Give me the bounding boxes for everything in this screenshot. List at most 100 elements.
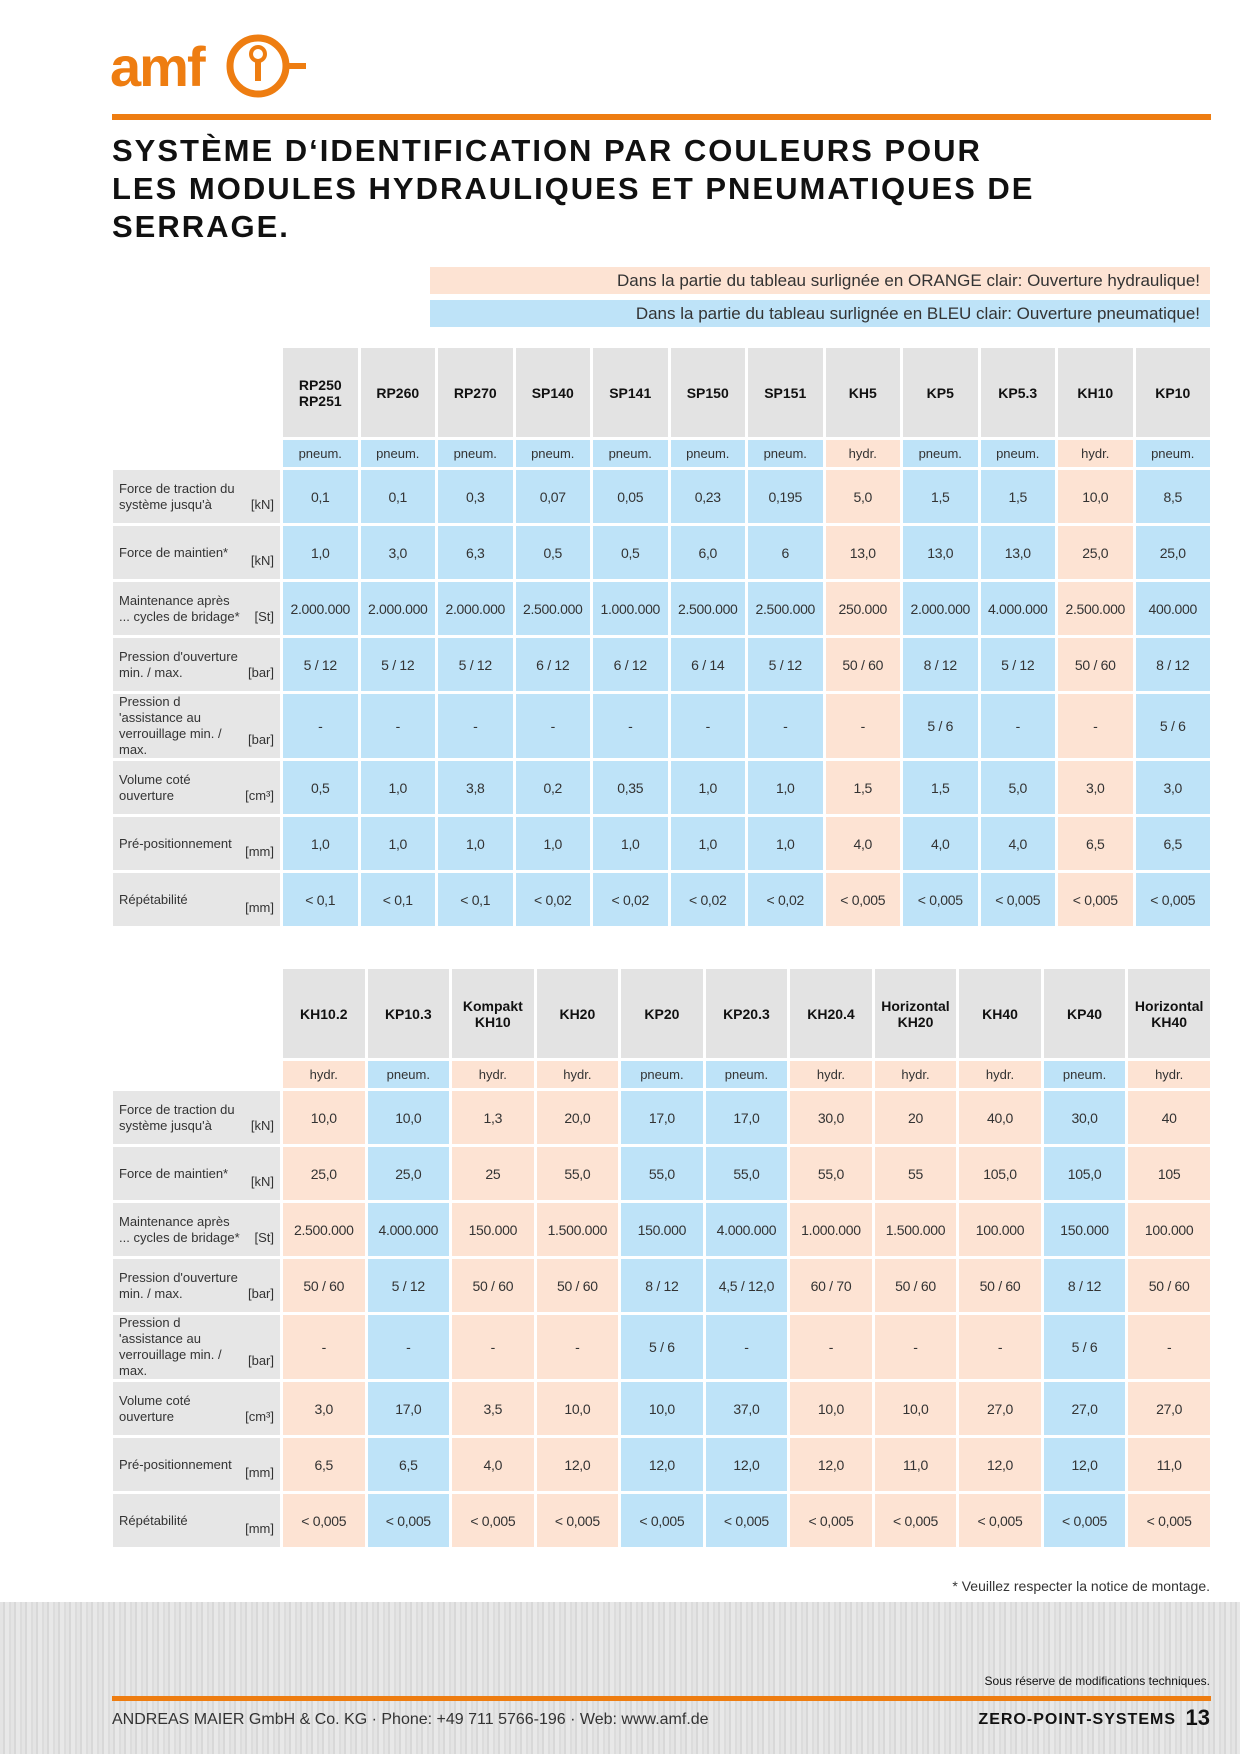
cell: 6,5: [367, 1438, 450, 1491]
cell: 8 / 12: [903, 638, 978, 691]
row-label: Force de traction du système jusqu'à [kN]: [113, 470, 280, 523]
column-header: KH10.2: [283, 969, 365, 1058]
column-header: RP250 RP251: [283, 348, 358, 437]
column-type: pneum.: [903, 440, 978, 467]
cell: 17,0: [367, 1382, 450, 1435]
cell: 250.000: [825, 582, 900, 635]
label-text: Pression d'ouverture min. / max.: [119, 648, 238, 680]
cell: < 0,005: [1058, 873, 1133, 926]
column-header: SP151: [748, 348, 823, 437]
column-header: Kompakt KH10: [452, 969, 534, 1058]
cell: 6,3: [438, 526, 513, 579]
cell: 150.000: [452, 1203, 534, 1256]
label-text: Pression d'ouverture min. / max.: [119, 1269, 238, 1301]
column-type: pneum.: [593, 440, 668, 467]
data-row: Répétabilité [mm] < 0,005 < 0,005 < 0,005 < 0…: [113, 1494, 1210, 1547]
cell: 11,0: [1128, 1438, 1210, 1491]
cell: 4,0: [825, 817, 900, 870]
note-hydraulic: Dans la partie du tableau surlignée en O…: [430, 267, 1210, 294]
cell: 55,0: [705, 1147, 788, 1200]
cell: 0,2: [515, 761, 590, 814]
cell: 100.000: [959, 1203, 1041, 1256]
column-type: hydr.: [790, 1061, 872, 1088]
cell: 5,0: [980, 761, 1055, 814]
column-type: hydr.: [536, 1061, 619, 1088]
spec-table: KH10.2 KP10.3 Kompakt KH10 KH20 KP20 KP20.3 KH…: [110, 966, 1213, 1550]
column-header: KH40: [959, 969, 1041, 1058]
page-number: 13: [1185, 1705, 1210, 1730]
cell: -: [536, 1315, 619, 1379]
blank: [113, 348, 280, 437]
cell: 1,0: [670, 761, 745, 814]
column-type: hydr.: [452, 1061, 534, 1088]
cell: < 0,1: [438, 873, 513, 926]
cell: 5 / 12: [283, 638, 358, 691]
cell: 0,05: [593, 470, 668, 523]
cell: 0,195: [748, 470, 823, 523]
unit: [St]: [254, 609, 274, 624]
cell: 5 / 6: [903, 694, 978, 758]
cell: 50 / 60: [874, 1259, 957, 1312]
column-header: KP10.3: [367, 969, 450, 1058]
cell: -: [980, 694, 1055, 758]
cell: 12,0: [1043, 1438, 1126, 1491]
unit: [bar]: [247, 732, 274, 747]
cell: 13,0: [903, 526, 978, 579]
cell: 3,0: [360, 526, 435, 579]
cell: -: [283, 1315, 365, 1379]
cell: 100.000: [1128, 1203, 1210, 1256]
row-label: Pression d 'assistance au verrouillage m…: [113, 694, 280, 758]
column-type: pneum.: [1135, 440, 1210, 467]
unit: [mm]: [245, 844, 274, 859]
cell: 25,0: [283, 1147, 365, 1200]
unit: [kN]: [250, 497, 274, 512]
cell: 50 / 60: [452, 1259, 534, 1312]
cell: 1.500.000: [536, 1203, 619, 1256]
data-row: Pré-positionnement [mm] 1,0 1,0 1,0 1,0 1,0 1,0…: [113, 817, 1210, 870]
cell: 2.000.000: [360, 582, 435, 635]
unit: [cm³]: [245, 1409, 274, 1424]
cell: 27,0: [959, 1382, 1041, 1435]
column-type: hydr.: [825, 440, 900, 467]
row-label: Pré-positionnement [mm]: [113, 817, 280, 870]
cell: 5,0: [825, 470, 900, 523]
cell: 1,0: [360, 817, 435, 870]
title: SYSTÈME D‘IDENTIFICATION PAR COULEURS PO…: [112, 132, 1035, 246]
cell: 2.500.000: [515, 582, 590, 635]
cell: < 0,005: [959, 1494, 1041, 1547]
cell: 10,0: [283, 1091, 365, 1144]
cell: 5 / 6: [1135, 694, 1210, 758]
cell: 55,0: [621, 1147, 703, 1200]
cell: < 0,005: [1135, 873, 1210, 926]
cell: 5 / 12: [748, 638, 823, 691]
label-text: Maintenance après ... cycles de bridage*: [119, 592, 240, 624]
column-type: pneum.: [367, 1061, 450, 1088]
label-text: Maintenance après ... cycles de bridage*: [119, 1213, 240, 1245]
column-header: KP5.3: [980, 348, 1055, 437]
cell: < 0,005: [367, 1494, 450, 1547]
column-type: hydr.: [959, 1061, 1041, 1088]
cell: 1,0: [593, 817, 668, 870]
cell: 105,0: [1043, 1147, 1126, 1200]
cell: 1.000.000: [790, 1203, 872, 1256]
blank: [113, 1061, 280, 1088]
row-label: Pression d 'assistance au verrouillage m…: [113, 1315, 280, 1379]
column-type: pneum.: [1043, 1061, 1126, 1088]
cell: 5 / 12: [980, 638, 1055, 691]
column-type: hydr.: [1128, 1061, 1210, 1088]
cell: 25,0: [367, 1147, 450, 1200]
cell: 20,0: [536, 1091, 619, 1144]
data-row: Maintenance après ... cycles de bridage*…: [113, 1203, 1210, 1256]
cell: -: [515, 694, 590, 758]
cell: 4.000.000: [705, 1203, 788, 1256]
cell: 30,0: [790, 1091, 872, 1144]
cell: -: [593, 694, 668, 758]
label-text: Pré-positionnement: [119, 835, 232, 851]
cell: < 0,005: [536, 1494, 619, 1547]
cell: 400.000: [1135, 582, 1210, 635]
cell: 27,0: [1128, 1382, 1210, 1435]
cell: 4.000.000: [980, 582, 1055, 635]
footer-background: [0, 1602, 1240, 1754]
column-type: pneum.: [438, 440, 513, 467]
